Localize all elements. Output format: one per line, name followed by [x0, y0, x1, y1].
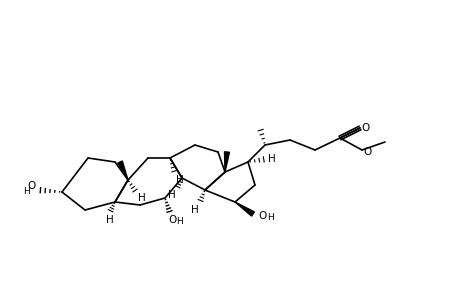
Text: H: H [176, 175, 184, 185]
Text: H: H [23, 187, 30, 196]
Text: H: H [268, 154, 275, 164]
Text: O: O [363, 147, 371, 157]
Polygon shape [118, 161, 128, 180]
Text: H: H [176, 218, 183, 226]
Polygon shape [224, 152, 229, 172]
Text: H: H [190, 205, 198, 215]
Text: O: O [28, 181, 36, 191]
Text: H: H [138, 193, 146, 203]
Text: O: O [168, 215, 177, 225]
Text: H: H [267, 214, 274, 223]
Text: O: O [258, 211, 267, 221]
Text: O: O [361, 123, 369, 133]
Text: H: H [168, 190, 175, 200]
Polygon shape [235, 202, 254, 216]
Text: H: H [106, 215, 114, 225]
